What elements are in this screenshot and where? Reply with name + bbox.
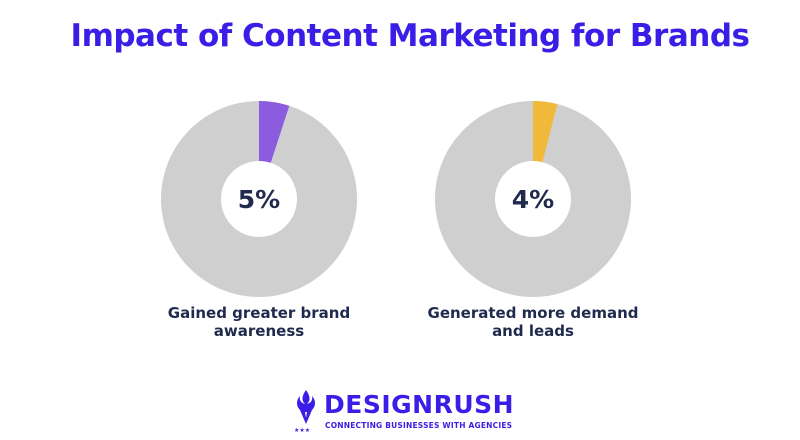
logo-wordmark: DESIGNRUSH: [324, 390, 515, 419]
donut-hole: [221, 161, 297, 237]
logo-tagline: CONNECTING BUSINESSES WITH AGENCIES: [325, 421, 513, 430]
donut-hole: [495, 161, 571, 237]
caption-line: and leads: [492, 322, 574, 340]
donut-chart-brand-awareness: 5%: [160, 100, 358, 298]
donut-chart-demand-leads: 4%: [434, 100, 632, 298]
caption-brand-awareness: Gained greater brand awareness: [139, 304, 379, 340]
chart-title: Impact of Content Marketing for Brands: [70, 18, 750, 54]
svg-text:★★★: ★★★: [294, 427, 310, 434]
designrush-logo: ★★★ DESIGNRUSH CONNECTING BUSINESSES WIT…: [292, 388, 522, 434]
designrush-emblem-icon: ★★★: [294, 390, 315, 434]
caption-line: Generated more demand: [427, 304, 639, 322]
caption-line: Gained greater brand: [167, 304, 351, 322]
donut-value-label: 5%: [238, 185, 280, 214]
caption-demand-leads: Generated more demand and leads: [413, 304, 653, 340]
donut-value-label: 4%: [512, 185, 554, 214]
caption-line: awareness: [213, 322, 305, 340]
